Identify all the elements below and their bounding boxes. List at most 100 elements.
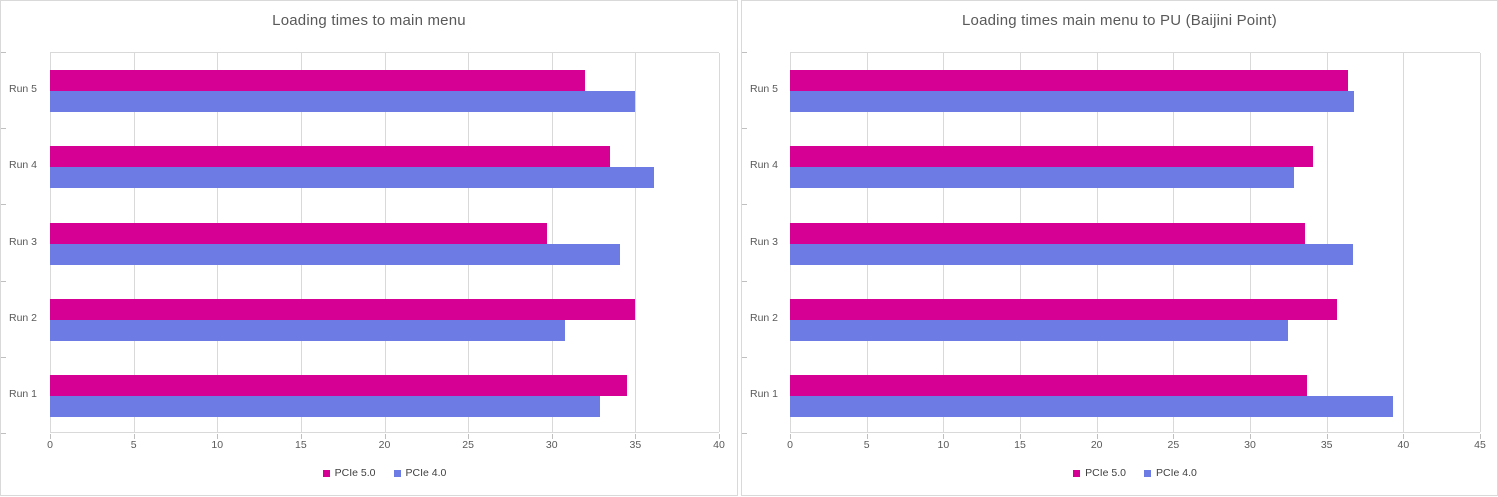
legend-label-pcie-5-0: PCIe 5.0 bbox=[1085, 467, 1126, 479]
axis-tick-30 bbox=[551, 434, 553, 439]
category-label-run-5: Run 5 bbox=[8, 83, 38, 96]
value-axis-label: 35 bbox=[1320, 439, 1333, 451]
category-label-run-2: Run 2 bbox=[749, 311, 779, 324]
gridline-35 bbox=[1326, 53, 1328, 432]
category-axis-tick bbox=[742, 280, 747, 282]
bar-pcie-5-0-run-5 bbox=[790, 70, 1349, 92]
bar-pcie-4-0-run-1 bbox=[790, 395, 1393, 417]
chart-title: Loading times main menu to PU (Baijini P… bbox=[962, 12, 1277, 29]
bar-pcie-5-0-run-1 bbox=[790, 374, 1307, 396]
chart-panel-loading-main-menu[interactable]: Loading times to main menu 0 5 10 15 20 25 30 3… bbox=[0, 0, 738, 496]
legend-item-pcie-5-0: PCIe 5.0 bbox=[1073, 467, 1126, 479]
category-label-run-1: Run 1 bbox=[749, 387, 779, 400]
chart-title: Loading times to main menu bbox=[272, 12, 466, 29]
legend: PCIe 5.0 PCIe 4.0 bbox=[50, 467, 719, 479]
gridline-40 bbox=[719, 53, 720, 432]
category-axis-tick bbox=[742, 52, 747, 53]
category-axis-tick bbox=[742, 433, 747, 434]
axis-tick-40 bbox=[719, 434, 720, 439]
category-axis-tick bbox=[742, 204, 747, 206]
value-axis-label: 35 bbox=[629, 439, 642, 451]
category-axis-tick bbox=[742, 356, 747, 358]
value-axis-label: 25 bbox=[1167, 439, 1180, 451]
value-axis-label: 15 bbox=[295, 439, 307, 451]
category-axis-tick bbox=[1, 433, 6, 434]
value-axis-label: 40 bbox=[1397, 439, 1410, 451]
value-axis-label: 15 bbox=[1014, 439, 1026, 451]
bar-pcie-4-0-run-1 bbox=[50, 395, 601, 417]
category-label-run-4: Run 4 bbox=[8, 159, 38, 172]
axis-tick-45 bbox=[1480, 434, 1481, 439]
axis-tick-30 bbox=[1250, 434, 1251, 439]
bar-pcie-4-0-run-2 bbox=[50, 319, 566, 341]
legend-swatch-pcie-4-0-icon bbox=[393, 469, 401, 477]
axis-tick-40 bbox=[1403, 434, 1405, 439]
legend-label-pcie-5-0: PCIe 5.0 bbox=[334, 467, 376, 479]
plot-area bbox=[50, 52, 720, 439]
category-axis-tick bbox=[1, 356, 6, 358]
chart-panel-loading-pu-baijini[interactable]: Loading times main menu to PU (Baijini P… bbox=[741, 0, 1498, 496]
value-axis-label: 20 bbox=[1090, 439, 1103, 451]
bar-pcie-5-0-run-2 bbox=[50, 298, 636, 320]
category-label-run-2: Run 2 bbox=[8, 311, 38, 324]
axis-tick-25 bbox=[468, 434, 470, 439]
gridline-40 bbox=[1403, 53, 1405, 432]
category-axis-tick bbox=[1, 128, 6, 130]
axis-tick-5 bbox=[866, 434, 868, 439]
axis-tick-5 bbox=[133, 434, 135, 439]
value-axis-label: 0 bbox=[47, 439, 53, 451]
value-axis-label: 5 bbox=[863, 439, 870, 451]
bar-pcie-5-0-run-4 bbox=[50, 146, 611, 168]
bar-pcie-5-0-run-3 bbox=[50, 222, 547, 244]
value-axis-label: 0 bbox=[787, 439, 793, 451]
category-label-run-4: Run 4 bbox=[749, 159, 779, 172]
bar-pcie-5-0-run-1 bbox=[50, 374, 627, 396]
value-axis-label: 20 bbox=[378, 439, 391, 451]
category-label-run-5: Run 5 bbox=[749, 83, 779, 96]
axis-tick-35 bbox=[635, 434, 637, 439]
axis-tick-0 bbox=[50, 434, 51, 439]
category-axis-tick bbox=[1, 52, 6, 53]
legend-label-pcie-4-0: PCIe 4.0 bbox=[1156, 467, 1197, 479]
value-axis-label: 5 bbox=[130, 439, 137, 451]
axis-tick-15 bbox=[1020, 434, 1021, 439]
bar-pcie-5-0-run-2 bbox=[790, 298, 1338, 320]
value-axis-label: 30 bbox=[1244, 439, 1256, 451]
axis-tick-10 bbox=[943, 434, 945, 439]
legend-swatch-pcie-5-0-icon bbox=[1073, 469, 1081, 477]
legend-item-pcie-4-0: PCIe 4.0 bbox=[393, 467, 446, 479]
axis-tick-20 bbox=[384, 434, 386, 439]
axis-tick-25 bbox=[1173, 434, 1175, 439]
axis-tick-35 bbox=[1326, 434, 1328, 439]
legend-item-pcie-5-0: PCIe 5.0 bbox=[322, 467, 376, 479]
bar-pcie-4-0-run-4 bbox=[790, 167, 1295, 189]
bar-pcie-4-0-run-3 bbox=[790, 243, 1353, 265]
value-axis-label: 10 bbox=[211, 439, 224, 451]
value-axis-label: 45 bbox=[1474, 439, 1486, 451]
value-axis-label: 10 bbox=[937, 439, 950, 451]
value-axis-label: 25 bbox=[462, 439, 474, 451]
category-axis-tick bbox=[1, 204, 6, 206]
axis-tick-10 bbox=[217, 434, 219, 439]
category-label-run-1: Run 1 bbox=[8, 387, 38, 400]
bar-pcie-4-0-run-5 bbox=[790, 91, 1355, 113]
bar-pcie-5-0-run-5 bbox=[50, 70, 586, 92]
gridline-30 bbox=[551, 53, 553, 432]
value-axis-label: 30 bbox=[545, 439, 558, 451]
bar-pcie-4-0-run-4 bbox=[50, 167, 654, 189]
value-axis-label: 40 bbox=[713, 439, 725, 451]
legend-item-pcie-4-0: PCIe 4.0 bbox=[1144, 467, 1197, 479]
axis-tick-15 bbox=[300, 434, 302, 439]
legend: PCIe 5.0 PCIe 4.0 bbox=[790, 467, 1480, 479]
category-axis-tick bbox=[742, 128, 747, 130]
bar-pcie-4-0-run-3 bbox=[50, 243, 621, 265]
plot-area bbox=[790, 52, 1481, 439]
category-label-run-3: Run 3 bbox=[8, 235, 38, 248]
axis-tick-20 bbox=[1096, 434, 1098, 439]
legend-swatch-pcie-4-0-icon bbox=[1144, 469, 1151, 477]
category-label-run-3: Run 3 bbox=[749, 235, 779, 248]
bar-pcie-5-0-run-4 bbox=[790, 146, 1313, 168]
category-axis-tick bbox=[1, 280, 6, 282]
axis-tick-0 bbox=[790, 434, 791, 439]
legend-swatch-pcie-5-0-icon bbox=[322, 469, 330, 477]
